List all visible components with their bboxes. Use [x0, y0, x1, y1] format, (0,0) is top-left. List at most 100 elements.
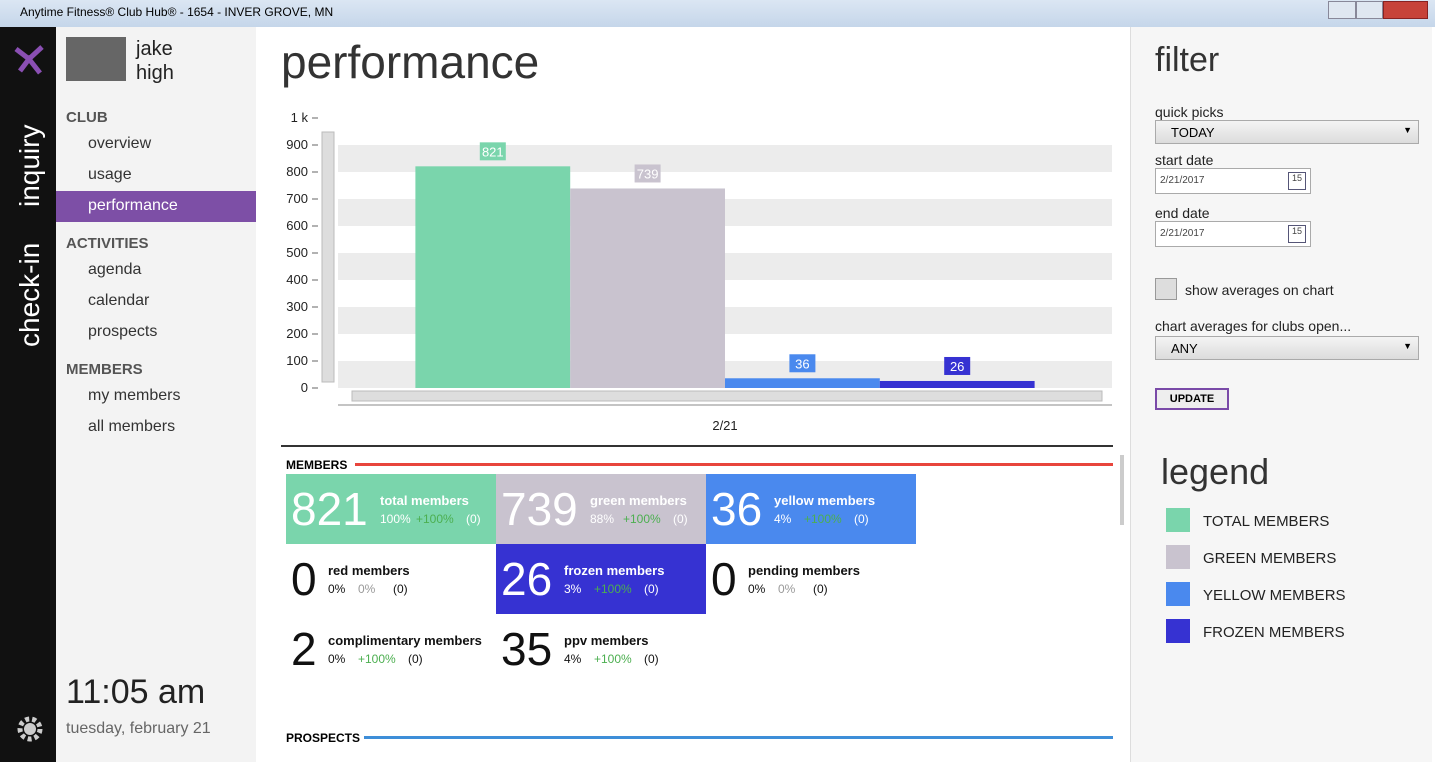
- member-tile[interactable]: 26 frozen members 3% +100% (0): [496, 544, 706, 614]
- tile-pct: 88%: [590, 512, 615, 526]
- tile-pct: 3%: [564, 582, 582, 596]
- nav-item[interactable]: agenda: [88, 261, 142, 278]
- scrollbar[interactable]: [1120, 455, 1124, 525]
- y-tick-label: 300: [286, 299, 308, 314]
- clock: 11:05 am: [66, 673, 206, 711]
- start-date[interactable]: 2/21/2017 15: [1155, 168, 1311, 194]
- label: start date: [1155, 152, 1214, 168]
- nav-item[interactable]: all members: [88, 418, 176, 435]
- prospects-heading: PROSPECTS: [286, 731, 361, 745]
- prospects-rule: [364, 736, 1113, 739]
- tile-pct: 0%: [328, 582, 346, 596]
- date: tuesday, february 21: [66, 720, 211, 737]
- y-tick-label: 700: [286, 191, 308, 206]
- member-tile[interactable]: 0 pending members 0% 0% (0): [706, 544, 916, 614]
- window-controls: [1328, 1, 1428, 19]
- open-select[interactable]: ANY ▼: [1155, 336, 1419, 360]
- bar: [725, 378, 880, 388]
- bar: [415, 166, 571, 388]
- nav-item[interactable]: usage: [88, 166, 132, 183]
- tile-pct: 100%: [380, 512, 411, 526]
- section-heading: CLUB: [66, 109, 108, 126]
- tile-label: yellow members: [774, 493, 876, 508]
- nav-item[interactable]: prospects: [88, 323, 158, 340]
- tile-value: 26: [501, 553, 553, 605]
- nav-item[interactable]: performance: [56, 191, 256, 222]
- y-tick-label: 800: [286, 164, 308, 179]
- tile-label: red members: [328, 563, 410, 578]
- main: performance 0 100 200 300 400 500 600 700 800 900…: [256, 27, 1130, 762]
- sidebar: jake high 11:05 am tuesday, february 21 C…: [56, 27, 256, 762]
- tile-value: 2: [291, 623, 317, 675]
- date-value: 2/21/2017: [1160, 228, 1205, 239]
- select-value: TODAY: [1171, 125, 1215, 140]
- avatar: [66, 37, 126, 81]
- title-bar: Anytime Fitness® Club Hub® - 1654 - INVE…: [0, 0, 1435, 27]
- legend-swatch: [1166, 619, 1190, 643]
- value-label: 36: [795, 356, 809, 371]
- member-tile[interactable]: 2 complimentary members 0% +100% (0): [286, 614, 496, 684]
- window-title: Anytime Fitness® Club Hub® - 1654 - INVE…: [20, 5, 334, 19]
- section-heading: MEMBERS: [66, 361, 143, 378]
- tile-label: pending members: [748, 563, 860, 578]
- tab-inquiry[interactable]: inquiry: [14, 124, 45, 207]
- y-tick-label: 600: [286, 218, 308, 233]
- y-tick-label: 900: [286, 137, 308, 152]
- member-tile[interactable]: 35 ppv members 4% +100% (0): [496, 614, 706, 684]
- tile-count: (0): [466, 512, 481, 526]
- tile-pct: 0%: [328, 652, 346, 666]
- maximize[interactable]: [1355, 1, 1383, 19]
- label: quick picks: [1155, 104, 1224, 120]
- tile-value: 739: [501, 483, 578, 535]
- chart: 0 100 200 300 400 500 600 700 800 900 1 k 2/21 821 73…: [286, 110, 1112, 433]
- member-tile[interactable]: 0 red members 0% 0% (0): [286, 544, 496, 614]
- nav-item[interactable]: my members: [88, 387, 181, 404]
- quick-picks-select[interactable]: TODAY ▼: [1155, 120, 1419, 144]
- tile-pct: 4%: [774, 512, 792, 526]
- tile-change: +100%: [804, 512, 842, 526]
- tile-change: +100%: [594, 582, 632, 596]
- label: chart averages for clubs open...: [1155, 318, 1352, 334]
- user-name: jake high: [136, 38, 174, 84]
- tile-label: frozen members: [564, 563, 665, 578]
- tile-change: +100%: [594, 652, 632, 666]
- tile-pct: 0%: [748, 582, 766, 596]
- member-tile[interactable]: 821 total members 100% +100% (0): [286, 474, 496, 544]
- tile-count: (0): [644, 652, 659, 666]
- minimize[interactable]: [1328, 1, 1356, 19]
- y-tick-label: 200: [286, 326, 308, 341]
- end-date[interactable]: 2/21/2017 15: [1155, 221, 1311, 247]
- nav-item[interactable]: calendar: [88, 292, 150, 309]
- tile-value: 35: [501, 623, 553, 675]
- tile-value: 36: [711, 483, 763, 535]
- legend-swatch: [1166, 582, 1190, 606]
- divider: [281, 445, 1113, 447]
- tile-label: green members: [590, 493, 687, 508]
- label: show averages on chart: [1185, 282, 1334, 298]
- section-heading: ACTIVITIES: [66, 235, 149, 252]
- nav-strip: inquiry check-in: [0, 27, 56, 762]
- label: end date: [1155, 205, 1210, 221]
- nav-item[interactable]: overview: [88, 135, 152, 152]
- settings-icon[interactable]: [16, 715, 44, 743]
- tile-change: +100%: [623, 512, 661, 526]
- tile-count: (0): [854, 512, 869, 526]
- close[interactable]: [1382, 1, 1428, 19]
- legend-label: GREEN MEMBERS: [1203, 550, 1337, 567]
- member-tile[interactable]: 739 green members 88% +100% (0): [496, 474, 706, 544]
- legend-label: YELLOW MEMBERS: [1203, 587, 1346, 604]
- x-tick-label: 2/21: [712, 418, 737, 433]
- tile-change: 0%: [358, 582, 376, 596]
- update-button[interactable]: UPDATE: [1155, 388, 1229, 410]
- tile-label: total members: [380, 493, 469, 508]
- date-value: 2/21/2017: [1160, 175, 1205, 186]
- value-label: 739: [637, 166, 659, 181]
- member-tile[interactable]: 36 yellow members 4% +100% (0): [706, 474, 916, 544]
- tab-check-in[interactable]: check-in: [14, 242, 45, 347]
- checkbox[interactable]: [1155, 278, 1177, 300]
- value-label: 26: [950, 359, 964, 374]
- tile-value: 0: [291, 553, 317, 605]
- legend-swatch: [1166, 545, 1190, 569]
- value-label-bg: [944, 356, 971, 375]
- y-tick-label: 500: [286, 245, 308, 260]
